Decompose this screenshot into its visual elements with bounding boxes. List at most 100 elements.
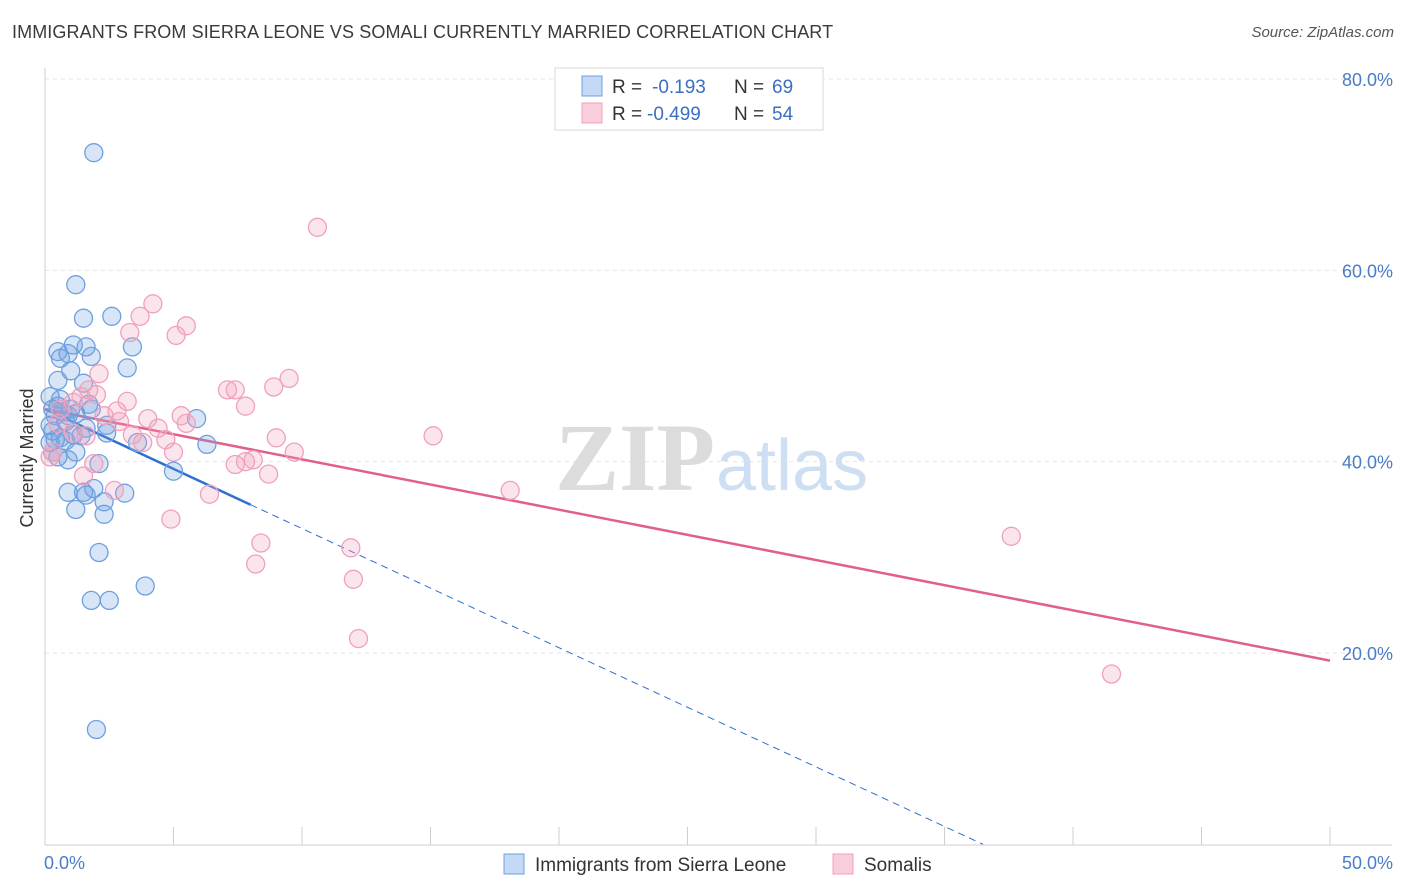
point-sierra-leone-50 xyxy=(66,499,86,520)
legend-r-label-1: R = xyxy=(612,77,642,98)
point-somalis-53 xyxy=(94,406,114,426)
point-somalis-45 xyxy=(341,538,361,558)
point-sierra-leone-52 xyxy=(94,504,114,524)
legend: R = -0.193 N = 69 R = -0.499 N = 54 xyxy=(554,67,824,131)
point-sierra-leone-48 xyxy=(84,478,104,499)
point-sierra-leone-56 xyxy=(99,590,119,611)
svg-text:ZIP: ZIP xyxy=(555,404,715,511)
chart-title: IMMIGRANTS FROM SIERRA LEONE VS SOMALI C… xyxy=(12,22,834,42)
data-points xyxy=(40,143,1122,740)
legend-r-label-2: R = xyxy=(612,104,642,125)
point-somalis-21 xyxy=(176,413,196,434)
point-somalis-7 xyxy=(89,364,109,384)
point-somalis-29 xyxy=(266,428,286,448)
point-sierra-leone-4 xyxy=(122,337,143,357)
point-sierra-leone-13 xyxy=(48,370,68,391)
watermark: ZIP atlas xyxy=(555,404,868,511)
point-somalis-40 xyxy=(73,466,94,486)
point-sierra-leone-43 xyxy=(89,453,109,474)
trend-line-somalis xyxy=(44,407,1331,662)
point-somalis-38 xyxy=(258,464,279,484)
point-sierra-leone-3 xyxy=(73,308,94,328)
point-sierra-leone-12 xyxy=(61,361,81,381)
trend-line-dashed-sierra-leone xyxy=(250,504,984,845)
point-somalis-12 xyxy=(235,396,256,416)
point-somalis-44 xyxy=(251,533,271,553)
x-tick-label-1: 50.0% xyxy=(1342,853,1393,873)
point-sierra-leone-38 xyxy=(197,434,217,455)
point-somalis-51 xyxy=(40,447,60,467)
point-somalis-31 xyxy=(284,442,304,462)
y-tick-label-2: 60.0% xyxy=(1342,261,1393,281)
point-somalis-17 xyxy=(79,380,99,400)
point-sierra-leone-10 xyxy=(81,346,101,367)
point-somalis-50 xyxy=(1101,664,1122,684)
point-somalis-47 xyxy=(343,569,364,589)
point-sierra-leone-57 xyxy=(86,719,107,740)
point-somalis-23 xyxy=(48,413,68,434)
point-somalis-5 xyxy=(166,325,186,346)
point-sierra-leone-27 xyxy=(186,408,207,429)
point-somalis-10 xyxy=(225,380,245,400)
point-somalis-22 xyxy=(148,418,168,438)
point-sierra-leone-0 xyxy=(84,143,104,163)
legend-n-value-2: 54 xyxy=(772,104,794,125)
point-somalis-6 xyxy=(279,368,299,389)
point-somalis-46 xyxy=(246,554,266,574)
x-tick-labels: 0.0% 50.0% xyxy=(44,853,1393,873)
legend-n-value-1: 69 xyxy=(772,77,793,98)
point-sierra-leone-44 xyxy=(163,461,184,481)
y-axis-label: Currently Married xyxy=(17,388,37,527)
point-sierra-leone-54 xyxy=(135,576,155,596)
point-sierra-leone-23 xyxy=(66,404,86,424)
point-somalis-4 xyxy=(120,322,140,343)
point-sierra-leone-53 xyxy=(89,542,109,563)
point-somalis-28 xyxy=(122,425,143,445)
point-somalis-2 xyxy=(130,306,150,326)
y-tick-label-0: 20.0% xyxy=(1342,644,1393,664)
point-somalis-32 xyxy=(163,442,184,462)
point-sierra-leone-11 xyxy=(117,358,137,378)
point-somalis-0 xyxy=(307,217,328,237)
point-somalis-9 xyxy=(217,380,238,400)
legend-r-value-1: -0.193 xyxy=(652,77,706,98)
point-somalis-49 xyxy=(348,628,369,649)
bottom-legend-label-somalis: Somalis xyxy=(864,855,932,876)
point-sierra-leone-24 xyxy=(45,406,65,426)
y-tick-labels: 20.0% 40.0% 60.0% 80.0% xyxy=(1342,70,1393,664)
point-somalis-25 xyxy=(76,426,96,446)
point-somalis-30 xyxy=(423,426,443,446)
point-somalis-41 xyxy=(199,484,220,504)
point-somalis-42 xyxy=(500,480,520,501)
point-somalis-37 xyxy=(243,450,263,470)
point-somalis-34 xyxy=(84,453,104,474)
point-somalis-39 xyxy=(104,480,125,501)
point-somalis-11 xyxy=(117,391,137,412)
point-sierra-leone-40 xyxy=(66,442,86,462)
legend-n-label-2: N = xyxy=(734,104,764,125)
point-somalis-8 xyxy=(264,377,284,397)
point-sierra-leone-58 xyxy=(40,415,60,435)
bottom-legend-swatch-somalis xyxy=(832,853,854,875)
point-somalis-52 xyxy=(50,399,71,419)
legend-swatch-sierra-leone xyxy=(581,75,603,97)
point-somalis-43 xyxy=(161,509,181,529)
legend-r-value-2: -0.499 xyxy=(647,104,701,125)
chart-source: Source: ZipAtlas.com xyxy=(1251,24,1394,41)
bottom-legend: Immigrants from Sierra Leone Somalis xyxy=(503,853,932,876)
point-somalis-1 xyxy=(143,294,163,314)
point-sierra-leone-47 xyxy=(76,485,96,505)
point-somalis-3 xyxy=(176,316,196,336)
point-sierra-leone-7 xyxy=(76,337,96,357)
bottom-legend-swatch-sierra-leone xyxy=(503,853,525,875)
point-sierra-leone-1 xyxy=(66,275,86,295)
point-somalis-15 xyxy=(71,386,91,407)
svg-text:atlas: atlas xyxy=(716,426,868,506)
y-tick-label-1: 40.0% xyxy=(1342,453,1393,473)
point-somalis-26 xyxy=(133,432,153,453)
point-somalis-36 xyxy=(235,452,256,472)
point-sierra-leone-9 xyxy=(50,348,71,368)
y-tick-label-3: 80.0% xyxy=(1342,70,1393,90)
point-somalis-48 xyxy=(1001,526,1021,546)
